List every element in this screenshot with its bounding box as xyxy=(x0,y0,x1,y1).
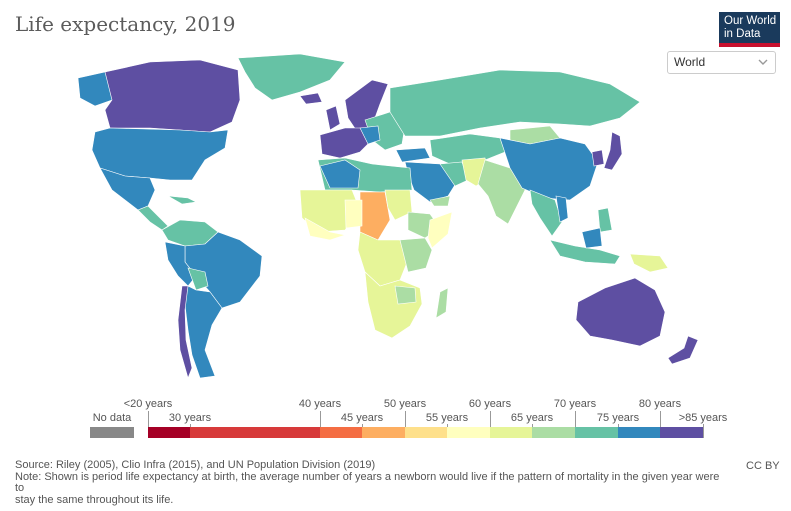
region-iceland xyxy=(299,92,323,105)
region-australia xyxy=(575,277,666,347)
region-central-asia xyxy=(429,133,506,165)
legend-swatch xyxy=(490,427,532,438)
region-chile xyxy=(177,285,193,379)
source-note: Source: Riley (2005), Clio Infra (2015),… xyxy=(15,459,775,506)
legend-swatch-no-data xyxy=(90,427,134,438)
region-yemen xyxy=(429,195,451,207)
legend-label: 60 years xyxy=(468,398,512,410)
legend-label: 40 years xyxy=(298,398,342,410)
region-china xyxy=(499,137,599,201)
legend-swatch xyxy=(532,427,575,438)
region-philippines xyxy=(597,207,613,233)
legend-swatch xyxy=(190,427,320,438)
legend-label: 50 years xyxy=(383,398,427,410)
region-east-africa xyxy=(399,237,433,273)
region-southern-africa xyxy=(364,271,423,339)
legend-label: 30 years xyxy=(168,412,212,424)
legend-label: 65 years xyxy=(510,412,554,424)
legend-label-no-data: No data xyxy=(92,412,132,424)
region-chile-argentina xyxy=(184,285,223,379)
legend-swatch xyxy=(618,427,660,438)
region-vietnam xyxy=(555,195,569,223)
legend-swatch xyxy=(447,427,490,438)
region-caribbean xyxy=(167,195,197,205)
legend-tick xyxy=(575,411,576,438)
legend: No data <20 years 30 years 40 years 45 years… xyxy=(0,396,791,444)
legend-label: 55 years xyxy=(425,412,469,424)
legend-swatch xyxy=(575,427,618,438)
region-zimbabwe xyxy=(394,285,417,305)
region-indonesia xyxy=(549,239,621,265)
region-canada xyxy=(104,59,241,133)
legend-swatch xyxy=(320,427,362,438)
legend-label: 80 years xyxy=(638,398,682,410)
note-line-2: to xyxy=(15,482,25,494)
legend-tick xyxy=(148,411,149,438)
legend-tick xyxy=(320,411,321,438)
source-line: Source: Riley (2005), Clio Infra (2015),… xyxy=(15,459,376,471)
legend-tick xyxy=(660,411,661,438)
legend-swatch xyxy=(405,427,447,438)
logo-line-2: in Data xyxy=(724,28,761,40)
region-sahel-east xyxy=(344,199,363,229)
legend-swatch xyxy=(148,427,190,438)
legend-tick xyxy=(490,411,491,438)
note-line-1: Note: Shown is period life expectancy at… xyxy=(15,470,720,483)
region-central-america xyxy=(137,205,169,231)
region-sudan xyxy=(384,189,413,221)
region-madagascar xyxy=(435,287,449,319)
region-japan xyxy=(603,131,623,171)
region-bolivia xyxy=(187,267,209,291)
chevron-down-icon xyxy=(758,59,768,65)
region-new-zealand xyxy=(667,335,699,365)
region-korea xyxy=(591,149,605,167)
legend-swatch xyxy=(660,427,703,438)
region-western-europe xyxy=(319,127,373,159)
region-greenland xyxy=(237,53,346,101)
region-turkey xyxy=(395,147,431,163)
region-png xyxy=(629,253,669,273)
legend-label: 45 years xyxy=(340,412,384,424)
region-selector-value: World xyxy=(674,55,706,69)
region-central-sahel xyxy=(359,191,391,241)
owid-logo[interactable]: Our World in Data xyxy=(719,12,780,47)
region-peru-bolivia xyxy=(164,241,197,287)
region-scandinavia xyxy=(344,79,389,131)
region-selector[interactable]: World xyxy=(667,51,776,74)
region-west-africa-coast xyxy=(304,217,347,241)
legend-tick xyxy=(703,424,704,438)
legend-label: 70 years xyxy=(553,398,597,410)
region-southeast-asia xyxy=(529,189,563,237)
legend-tick xyxy=(405,411,406,438)
legend-label: >85 years xyxy=(678,412,728,424)
logo-line-1: Our World xyxy=(724,15,777,27)
legend-label: 75 years xyxy=(596,412,640,424)
license-link[interactable]: CC BY xyxy=(746,460,780,472)
region-central-europe xyxy=(359,125,381,145)
legend-swatch xyxy=(362,427,405,438)
chart-title: Life expectancy, 2019 xyxy=(15,12,236,36)
region-algeria-libya xyxy=(319,159,361,189)
region-somalia xyxy=(427,211,453,249)
world-map[interactable] xyxy=(0,40,791,390)
legend-label: <20 years xyxy=(123,398,173,410)
note-line-3: stay the same throughout its life. xyxy=(15,493,174,506)
region-uk xyxy=(325,105,341,131)
region-russia xyxy=(389,69,641,137)
region-borneo xyxy=(581,227,603,249)
